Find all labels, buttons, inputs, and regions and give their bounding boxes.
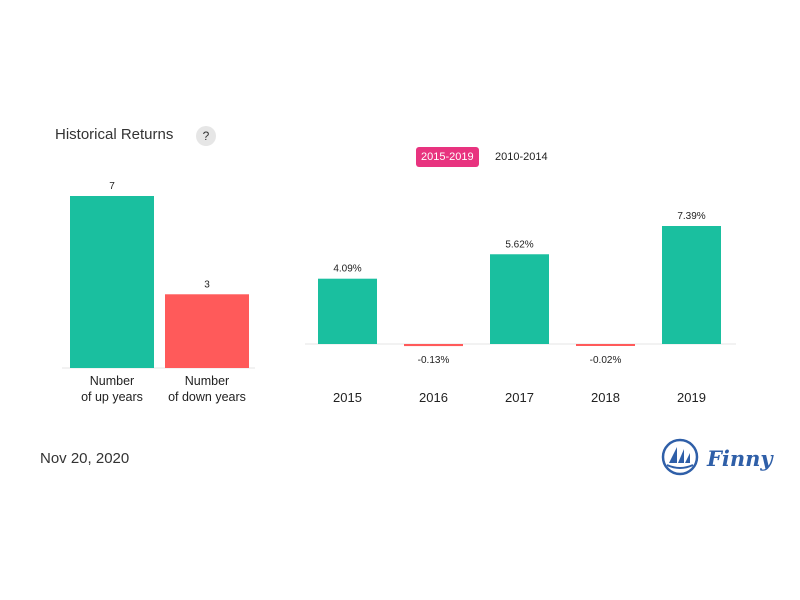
return-label: 5.62%	[505, 239, 533, 250]
brand-name: Finny	[707, 446, 773, 471]
year-label: 2016	[419, 390, 448, 405]
help-icon[interactable]: ?	[196, 126, 216, 146]
year-label: 2018	[591, 390, 620, 405]
return-label: 4.09%	[333, 264, 361, 275]
year-label: 2017	[505, 390, 534, 405]
category-label: Number	[90, 374, 134, 388]
return-bar	[404, 344, 463, 347]
tab-2015-2019[interactable]: 2015-2019	[416, 147, 479, 167]
return-label: 7.39%	[677, 211, 705, 222]
return-bar	[490, 254, 549, 344]
count-bar	[165, 294, 249, 368]
annual-returns-chart: 4.09% 2015 -0.13% 2016 5.62% 2017 -0.02% 2018 7.…	[305, 211, 736, 405]
return-label: -0.13%	[418, 355, 450, 366]
return-bar	[318, 278, 377, 344]
return-bar	[576, 344, 635, 346]
year-label: 2019	[677, 390, 706, 405]
count-label: 7	[109, 181, 115, 192]
category-label: of up years	[81, 390, 143, 404]
finny-logo-icon	[661, 438, 699, 476]
chart-title: Historical Returns	[55, 126, 174, 143]
category-label: of down years	[168, 390, 246, 404]
up-down-years-chart: 7 Number of up years 3 Number of down years	[62, 181, 255, 404]
tab-2010-2014[interactable]: 2010-2014	[495, 151, 548, 163]
category-label: Number	[185, 374, 229, 388]
year-label: 2015	[333, 390, 362, 405]
count-bar	[70, 196, 154, 368]
count-label: 3	[204, 279, 210, 290]
return-bar	[662, 226, 721, 344]
return-label: -0.02%	[590, 355, 622, 366]
as-of-date: Nov 20, 2020	[40, 450, 130, 467]
